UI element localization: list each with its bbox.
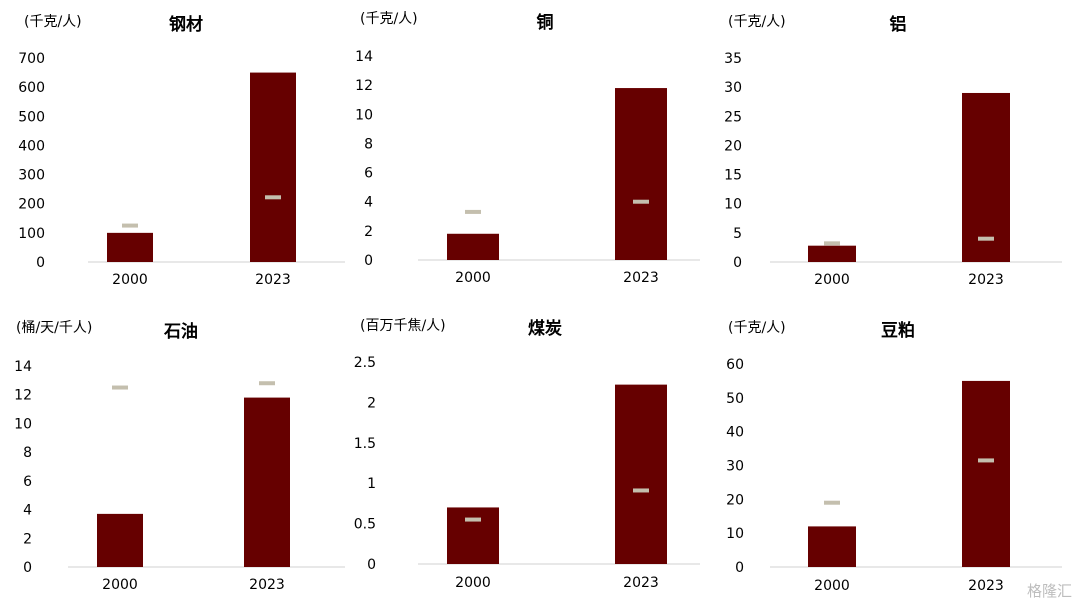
chart-title: 豆粕 bbox=[881, 320, 915, 341]
bar-2000 bbox=[107, 232, 153, 262]
bar-2023 bbox=[250, 72, 296, 262]
bar-2023 bbox=[615, 384, 667, 564]
y-tick-label: 12 bbox=[14, 388, 32, 404]
bar-2000 bbox=[447, 233, 499, 260]
y-tick-label: 200 bbox=[18, 197, 45, 213]
y-tick-label: 14 bbox=[14, 359, 32, 375]
x-tick-label: 2023 bbox=[249, 577, 285, 593]
x-tick-label: 2000 bbox=[112, 272, 148, 288]
y-tick-label: 14 bbox=[355, 49, 373, 65]
y-tick-label: 2 bbox=[23, 531, 32, 547]
x-tick-label: 2000 bbox=[102, 577, 138, 593]
marker-2023 bbox=[633, 199, 649, 204]
y-tick-label: 8 bbox=[364, 136, 373, 152]
y-tick-label: 5 bbox=[733, 226, 742, 242]
y-tick-label: 6 bbox=[364, 166, 373, 182]
x-tick-label: 2023 bbox=[623, 270, 659, 286]
bar-2023 bbox=[962, 380, 1010, 567]
y-tick-label: 6 bbox=[23, 474, 32, 490]
y-tick-label: 30 bbox=[726, 459, 744, 475]
marker-2000 bbox=[122, 223, 138, 228]
x-tick-label: 2023 bbox=[968, 272, 1004, 288]
unit-label: (桶/天/千人) bbox=[16, 320, 92, 336]
y-tick-label: 0 bbox=[367, 557, 376, 573]
unit-label: (千克/人) bbox=[728, 14, 786, 30]
y-tick-label: 30 bbox=[724, 80, 742, 96]
y-tick-label: 2.5 bbox=[354, 355, 376, 371]
y-tick-label: 600 bbox=[18, 80, 45, 96]
chart-title: 煤炭 bbox=[528, 318, 562, 339]
y-tick-label: 0 bbox=[733, 255, 742, 271]
x-tick-label: 2000 bbox=[814, 272, 850, 288]
y-tick-label: 15 bbox=[724, 168, 742, 184]
marker-2000 bbox=[112, 385, 128, 390]
bar-2000 bbox=[808, 245, 856, 262]
bar-2023 bbox=[244, 397, 290, 567]
y-tick-label: 10 bbox=[724, 197, 742, 213]
y-tick-label: 400 bbox=[18, 138, 45, 154]
unit-label: (千克/人) bbox=[360, 11, 418, 27]
marker-2000 bbox=[465, 517, 481, 522]
x-tick-label: 2023 bbox=[255, 272, 291, 288]
marker-2000 bbox=[465, 209, 481, 214]
chart-title: 铜 bbox=[537, 12, 554, 33]
y-tick-label: 0 bbox=[36, 255, 45, 271]
bar-2000 bbox=[97, 513, 143, 567]
x-tick-label: 2023 bbox=[968, 578, 1004, 594]
x-tick-label: 2023 bbox=[623, 575, 659, 591]
unit-label: (千克/人) bbox=[728, 320, 786, 336]
marker-2023 bbox=[978, 458, 994, 463]
marker-2000 bbox=[824, 500, 840, 505]
y-tick-label: 8 bbox=[23, 445, 32, 461]
y-tick-label: 20 bbox=[724, 138, 742, 154]
y-tick-label: 12 bbox=[355, 78, 373, 94]
chart-title: 钢材 bbox=[169, 14, 203, 35]
bar-2000 bbox=[447, 507, 499, 564]
y-tick-label: 10 bbox=[14, 416, 32, 432]
y-tick-label: 4 bbox=[23, 503, 32, 519]
y-tick-label: 1.5 bbox=[354, 436, 376, 452]
y-tick-label: 300 bbox=[18, 168, 45, 184]
y-tick-label: 0 bbox=[364, 253, 373, 269]
y-tick-label: 50 bbox=[726, 391, 744, 407]
y-tick-label: 0 bbox=[23, 560, 32, 576]
y-tick-label: 2 bbox=[364, 224, 373, 240]
y-tick-label: 1 bbox=[367, 476, 376, 492]
y-tick-label: 0.5 bbox=[354, 517, 376, 533]
chart-title: 石油 bbox=[163, 321, 198, 342]
y-tick-label: 35 bbox=[724, 51, 742, 67]
marker-2023 bbox=[978, 236, 994, 241]
x-tick-label: 2000 bbox=[455, 270, 491, 286]
marker-2023 bbox=[633, 488, 649, 493]
marker-2000 bbox=[824, 241, 840, 246]
bar-2000 bbox=[808, 526, 856, 567]
unit-label: (百万千焦/人) bbox=[360, 318, 446, 334]
marker-2023 bbox=[265, 195, 281, 200]
y-tick-label: 20 bbox=[726, 492, 744, 508]
unit-label: (千克/人) bbox=[24, 14, 82, 30]
y-tick-label: 25 bbox=[724, 109, 742, 125]
y-tick-label: 4 bbox=[364, 195, 373, 211]
y-tick-label: 2 bbox=[367, 395, 376, 411]
y-tick-label: 60 bbox=[726, 357, 744, 373]
marker-2023 bbox=[259, 381, 275, 386]
chart-title: 铝 bbox=[890, 14, 907, 35]
x-tick-label: 2000 bbox=[814, 578, 850, 594]
bar-2023 bbox=[615, 88, 667, 260]
y-tick-label: 500 bbox=[18, 109, 45, 125]
bar-2023 bbox=[962, 92, 1010, 262]
y-tick-label: 10 bbox=[355, 107, 373, 123]
y-tick-label: 10 bbox=[726, 526, 744, 542]
watermark-text: 格隆汇 bbox=[1026, 582, 1072, 600]
y-tick-label: 100 bbox=[18, 226, 45, 242]
y-tick-label: 700 bbox=[18, 51, 45, 67]
y-tick-label: 0 bbox=[735, 560, 744, 576]
y-tick-label: 40 bbox=[726, 425, 744, 441]
x-tick-label: 2000 bbox=[455, 575, 491, 591]
